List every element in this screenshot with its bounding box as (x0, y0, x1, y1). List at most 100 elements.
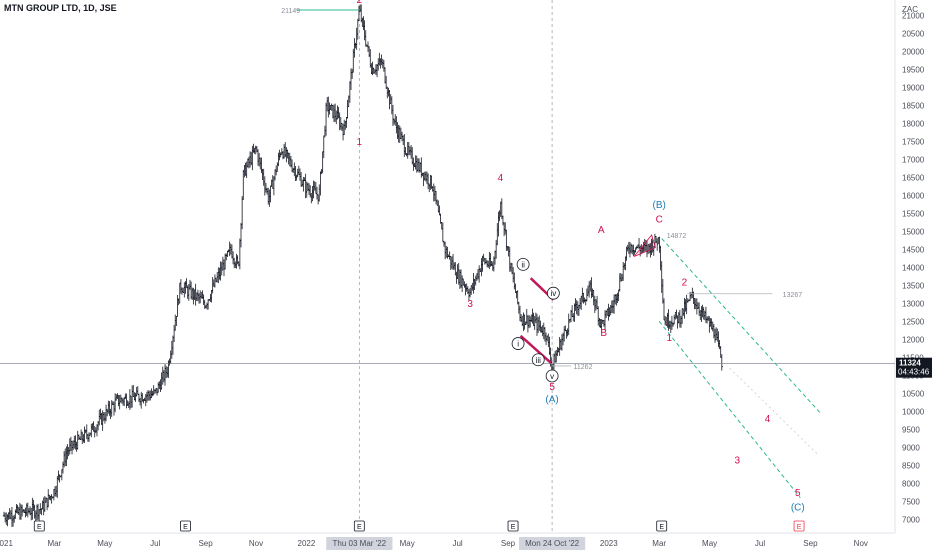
y-tick-label: 15500 (902, 209, 925, 218)
wave-label: 4 (765, 414, 771, 425)
x-tick-label: Jul (755, 539, 765, 548)
wedge-lower-line (519, 334, 552, 364)
x-tick-highlight (519, 537, 586, 550)
earnings-marker[interactable] (33, 520, 45, 532)
x-tick-label: Nov (854, 539, 868, 548)
price-label-14872: 14872 (667, 233, 687, 240)
x-tick-label: May (702, 539, 717, 548)
wave-label: 1 (357, 137, 363, 148)
y-tick-label: 19500 (902, 65, 925, 74)
x-tick-label: May (400, 539, 415, 548)
wave-label: ii (521, 260, 525, 269)
y-tick-label: 19000 (902, 83, 925, 92)
wave-label: A (598, 225, 605, 236)
x-tick-label: May (97, 539, 112, 548)
y-tick-label: 15000 (902, 227, 925, 236)
y-tick-label: 7000 (902, 515, 920, 524)
y-tick-label: 10500 (902, 389, 925, 398)
ohlc-bar (720, 354, 724, 371)
triangle-pattern (633, 234, 656, 257)
wave-label: 3 (735, 456, 741, 467)
x-tick-label: Jul (452, 539, 462, 548)
wave-label: (C) (791, 502, 805, 513)
earnings-marker-label: E (357, 524, 362, 531)
y-tick-label: 14500 (902, 245, 925, 254)
x-tick-label: Sep (501, 539, 516, 548)
countdown-label: 04:43:46 (898, 368, 930, 377)
wave-label: C (656, 214, 663, 225)
ohlc-bars (2, 4, 724, 527)
y-tick-label: 13000 (902, 299, 925, 308)
wave-label: 1 (666, 333, 672, 344)
wave-label-circle (545, 369, 559, 383)
y-tick-label: 10000 (902, 407, 925, 416)
y-tick-label: 12000 (902, 335, 925, 344)
grid (0, 0, 896, 534)
y-tick-label: 12500 (902, 317, 925, 326)
y-tick-label: 18000 (902, 119, 925, 128)
earnings-marker[interactable] (180, 520, 191, 532)
channel-midline (729, 367, 819, 455)
y-tick-label: 16000 (902, 191, 925, 200)
y-tick-label: 20500 (902, 29, 925, 38)
y-tick-label: 20000 (902, 47, 925, 56)
wave-label: 5 (549, 382, 555, 393)
ohlc-bar (240, 196, 244, 230)
x-axis: 2021 Mar May Jul Sep Nov 2022 Thu 03 Mar '22 May… (0, 537, 868, 550)
ohlc-bar (176, 295, 179, 317)
wave-label: iii (536, 356, 542, 365)
wave-label-circle (511, 337, 525, 350)
wave-label: 3 (467, 299, 473, 310)
y-tick-label: 13500 (902, 281, 925, 290)
x-tick-label: Jul (150, 539, 160, 548)
channel-upper-line (661, 238, 821, 414)
earnings-marker-label: E (183, 524, 188, 531)
x-tick-label: Nov (249, 539, 263, 548)
y-tick-label: 17500 (902, 137, 925, 146)
y-tick-label: 14000 (902, 263, 925, 272)
channel-lower-line (658, 321, 801, 499)
y-tick-label: 21000 (902, 11, 925, 20)
y-axis: 7000750080008500900095001000010500110001… (896, 5, 932, 524)
x-tick-label: Sep (198, 539, 213, 548)
price-label-11262: 11262 (574, 364, 593, 371)
wave-label: iv (550, 289, 556, 298)
x-tick-label: 2021 (0, 539, 13, 548)
y-tick-label: 16500 (902, 173, 925, 182)
x-tick-label: Thu 03 Mar '22 (333, 539, 387, 548)
x-tick-label: 2022 (298, 539, 316, 548)
earnings-marker[interactable] (656, 520, 668, 532)
wave-label: v (550, 372, 554, 381)
earnings-marker-label: E (511, 524, 516, 531)
wave-label: 2 (357, 0, 363, 6)
wave-label: B (600, 328, 607, 339)
chart-title: MTN GROUP LTD, 1D, JSE (4, 3, 117, 13)
wave-label: i (517, 340, 519, 349)
wave-label: 2 (682, 277, 688, 288)
y-tick-label: 8500 (902, 461, 920, 470)
earnings-marker[interactable] (793, 520, 805, 532)
earnings-marker-label: E (797, 524, 802, 531)
drawings: 21149 14872 13267 11262 (0, 8, 895, 499)
earnings-marker-label: E (659, 524, 664, 531)
x-tick-label: Sep (803, 539, 818, 548)
earnings-marker[interactable] (507, 520, 519, 532)
wave-label-circle (516, 257, 530, 271)
current-price-value: 11324 (899, 359, 921, 368)
y-tick-label: 8000 (902, 479, 920, 488)
x-tick-label: Mon 24 Oct '22 (525, 539, 580, 548)
wave-label-circle (546, 286, 560, 300)
wave-label: 5 (795, 488, 801, 499)
price-label-13267: 13267 (783, 292, 803, 299)
current-price-tag[interactable] (896, 357, 932, 378)
high-price-label: 21149 (281, 8, 300, 15)
y-tick-label: 7500 (902, 497, 920, 506)
wave-label: (A) (545, 394, 558, 405)
y-tick-label: 17000 (902, 155, 925, 164)
earnings-marker[interactable] (353, 520, 365, 532)
x-tick-label: Mar (652, 539, 666, 548)
x-tick-label: Mar (48, 539, 62, 548)
